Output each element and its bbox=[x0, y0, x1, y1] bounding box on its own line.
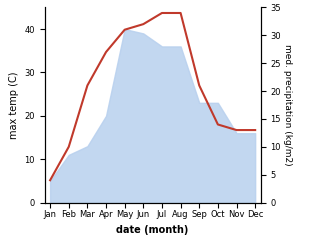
X-axis label: date (month): date (month) bbox=[116, 225, 189, 235]
Y-axis label: max temp (C): max temp (C) bbox=[9, 71, 19, 139]
Y-axis label: med. precipitation (kg/m2): med. precipitation (kg/m2) bbox=[283, 44, 292, 166]
